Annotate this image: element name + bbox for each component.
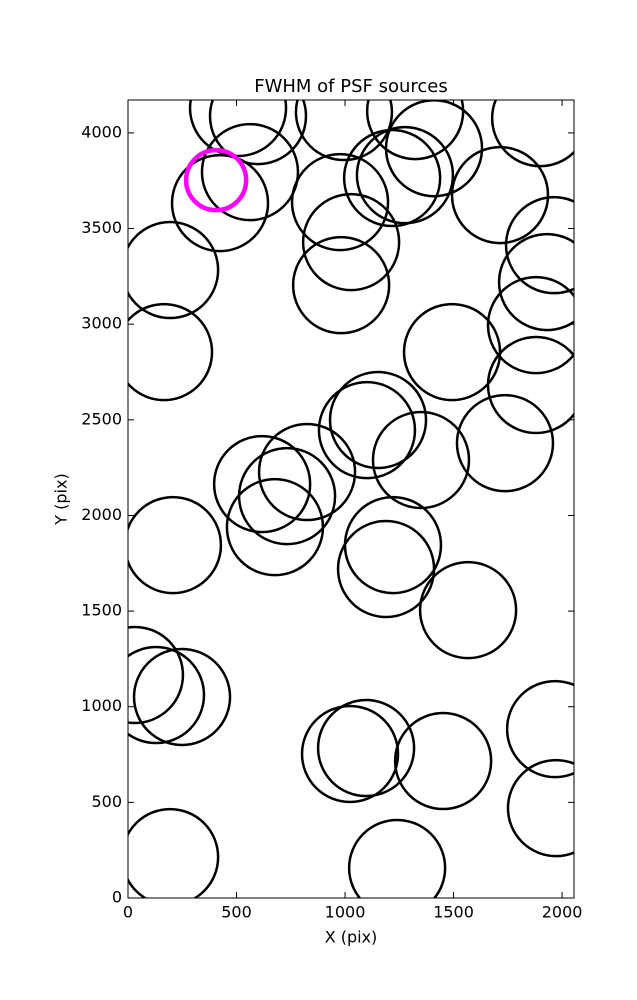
source-circle (294, 100, 394, 162)
source-circle (347, 818, 447, 898)
source-circle (128, 495, 223, 595)
source-circle (342, 128, 442, 228)
y-tick-label: 0 (112, 888, 122, 907)
source-circle (257, 422, 357, 522)
source-circle (505, 679, 574, 779)
source-circle (170, 153, 270, 253)
source-circle (418, 560, 518, 660)
source-circle (200, 122, 300, 222)
y-tick-label: 2000 (81, 505, 122, 524)
source-circle (497, 232, 574, 332)
source-circle (212, 434, 312, 534)
source-circle (128, 807, 220, 898)
source-circle (343, 495, 443, 595)
source-circle (455, 393, 555, 493)
source-circle (371, 410, 471, 510)
x-tick-label: 500 (221, 903, 252, 922)
source-circle (506, 758, 574, 858)
source-circle (328, 370, 428, 470)
y-tick-label: 1000 (81, 696, 122, 715)
y-tick-label: 3500 (81, 218, 122, 237)
source-circle (316, 698, 416, 798)
source-circle (237, 446, 337, 546)
source-circle (291, 235, 391, 335)
y-tick-label: 4000 (81, 122, 122, 141)
source-circle (486, 275, 574, 375)
x-tick-label: 0 (123, 903, 133, 922)
source-circle (301, 192, 401, 292)
chart-title: FWHM of PSF sources (254, 76, 448, 97)
x-tick-label: 1500 (433, 903, 474, 922)
source-circle (128, 220, 220, 320)
source-circle (128, 302, 214, 402)
y-tick-label: 500 (91, 792, 122, 811)
source-circle (208, 100, 308, 166)
y-tick-label: 3000 (81, 314, 122, 333)
source-circle (504, 195, 574, 295)
y-tick-label: 1500 (81, 601, 122, 620)
source-circle (290, 152, 390, 252)
x-axis-label: X (pix) (325, 928, 378, 947)
source-circle (128, 645, 206, 745)
source-circle (450, 145, 550, 245)
source-circle (393, 711, 493, 811)
source-circle (183, 147, 249, 213)
source-circle (317, 380, 417, 480)
x-tick-label: 2000 (542, 903, 583, 922)
source-circle (132, 647, 232, 747)
x-tick-label: 1000 (325, 903, 366, 922)
source-circle (300, 704, 400, 804)
y-tick-label: 2500 (81, 409, 122, 428)
plot-area (128, 100, 574, 898)
y-axis-label: Y (pix) (52, 473, 71, 525)
source-circle (128, 625, 185, 725)
source-circle (402, 302, 502, 402)
plot-frame (127, 99, 575, 899)
source-circle (188, 100, 288, 158)
source-circle (490, 100, 574, 168)
